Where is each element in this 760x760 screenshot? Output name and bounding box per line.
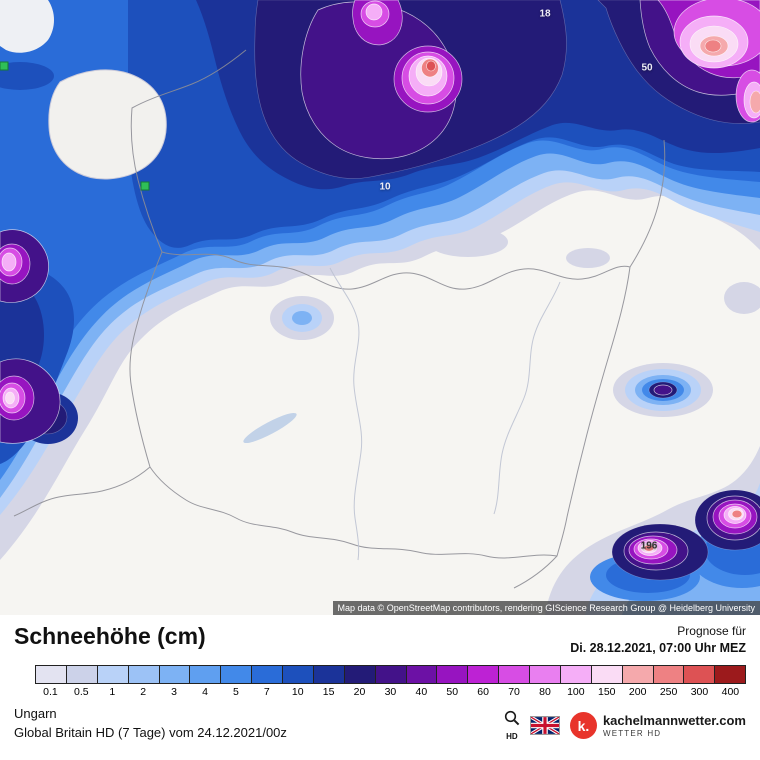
footer: Schneehöhe (cm) Prognose für Di. 28.12.2… <box>0 615 760 760</box>
legend-value: 5 <box>232 685 239 698</box>
legend-cell <box>66 665 98 683</box>
map-attribution: Map data © OpenStreetMap contributors, r… <box>332 601 760 615</box>
lake-balaton <box>243 412 297 444</box>
legend-value: 150 <box>598 685 616 698</box>
legend-cell <box>715 665 746 683</box>
legend-cell <box>190 665 222 683</box>
model-run: Global Britain HD (7 Tage) vom 24.12.202… <box>14 725 287 741</box>
brand-subtitle: WETTER HD <box>602 729 662 739</box>
legend-cell <box>159 665 191 683</box>
legend-value: 15 <box>322 685 335 698</box>
legend-value: 300 <box>690 685 709 698</box>
legend-labels: 0.1 0.5 1 2 3 4 5 7 10 15 20 30 40 50 60 70 80 100 150 200 2… <box>35 686 746 698</box>
legend-value: 1 <box>109 685 116 698</box>
rivers <box>329 267 561 561</box>
forecast-datetime: Di. 28.12.2021, 07:00 Uhr MEZ <box>570 640 746 655</box>
region-name: Ungarn <box>14 705 57 721</box>
legend-value: 80 <box>539 685 551 698</box>
legend-cell <box>344 665 376 683</box>
legend-cell <box>252 665 283 683</box>
legend-cell <box>560 665 592 683</box>
legend-value: 50 <box>446 685 459 698</box>
legend-value: 7 <box>263 685 270 698</box>
legend-cell <box>591 665 623 683</box>
forecast-info: Prognose für Di. 28.12.2021, 07:00 Uhr M… <box>570 624 746 656</box>
legend-bar <box>35 664 746 684</box>
map-value-label: 196 <box>640 540 658 552</box>
map-value-label: 18 <box>539 8 551 20</box>
legend-cell <box>375 665 407 683</box>
legend-value: 400 <box>721 685 740 698</box>
zoom-hd-button[interactable]: HD <box>504 710 520 741</box>
legend-value: 0.1 <box>43 685 58 698</box>
country-borders <box>13 49 666 589</box>
legend-cell <box>128 665 160 683</box>
legend-value: 2 <box>140 685 147 698</box>
legend-value: 40 <box>415 685 428 698</box>
page-title: Schneehöhe (cm) <box>14 623 206 649</box>
legend-cell <box>97 665 129 683</box>
legend-value: 200 <box>628 685 647 698</box>
magnifier-icon <box>504 710 520 731</box>
legend-cell <box>653 665 685 683</box>
legend-value: 4 <box>202 685 208 698</box>
legend-cell <box>499 665 530 683</box>
legend-cell <box>283 665 314 683</box>
map-value-label: 50 <box>641 62 653 74</box>
legend-cell <box>313 665 345 683</box>
legend-value: 250 <box>659 685 678 698</box>
legend-cell <box>530 665 561 683</box>
legend-value: 70 <box>508 685 520 698</box>
brand-name: kachelmannwetter.com <box>602 713 746 729</box>
legend-value: 60 <box>477 685 489 698</box>
legend-value: 3 <box>171 685 177 698</box>
legend-cell <box>221 665 253 683</box>
snow-layer-salmon <box>421 35 760 552</box>
legend-value: 30 <box>384 685 397 698</box>
nw-valley-clearing <box>0 0 167 180</box>
footer-bottom: Ungarn Global Britain HD (7 Tage) vom 24… <box>0 698 760 741</box>
footer-icons: HD k. kachelmannwetter.com WETTE <box>504 710 746 741</box>
k-logo-icon: k. <box>569 712 597 740</box>
legend: 0.1 0.5 1 2 3 4 5 7 10 15 20 30 40 50 60 70 80 100 150 200 2… <box>35 664 746 698</box>
station-markers <box>0 61 150 191</box>
map-canvas <box>0 0 760 615</box>
uk-flag-icon[interactable] <box>529 715 560 736</box>
legend-cell <box>406 665 438 683</box>
legend-value: 100 <box>567 685 585 698</box>
legend-cell <box>36 665 67 683</box>
legend-cell <box>468 665 500 683</box>
legend-cell <box>684 665 716 683</box>
model-info: Ungarn Global Britain HD (7 Tage) vom 24… <box>14 706 287 741</box>
hd-label: HD <box>506 732 518 742</box>
footer-top: Schneehöhe (cm) Prognose für Di. 28.12.2… <box>0 615 760 656</box>
forecast-label: Prognose für <box>677 624 746 638</box>
legend-cell <box>437 665 469 683</box>
legend-value: 20 <box>353 685 366 698</box>
kachelmannwetter-logo[interactable]: k. kachelmannwetter.com WETTER HD <box>569 712 746 740</box>
map-value-label: 10 <box>379 181 391 193</box>
snow-depth-map: 18 50 10 196 Map data © OpenStreetMap contr… <box>0 0 760 615</box>
legend-cell <box>622 665 654 683</box>
legend-value: 0.5 <box>74 685 89 698</box>
legend-value: 10 <box>291 685 304 698</box>
